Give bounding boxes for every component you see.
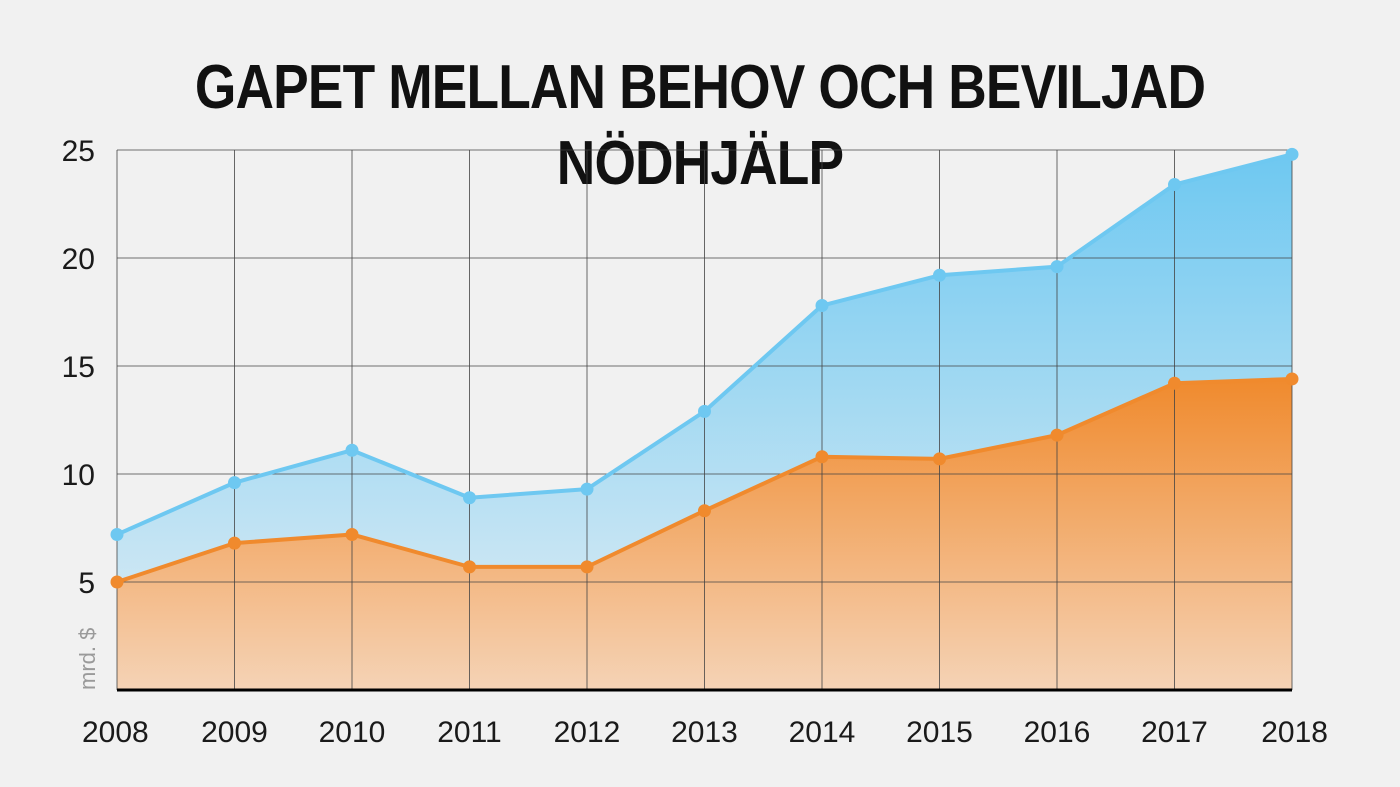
chart-title: GAPET MELLAN BEHOV OCH BEVILJAD NÖDHJÄLP <box>194 53 1206 198</box>
series-0-point <box>463 491 476 505</box>
series-1-point <box>815 450 829 464</box>
series-0-point <box>110 527 124 541</box>
x-tick-label: 2017 <box>1141 716 1208 749</box>
series-1-point <box>110 575 124 589</box>
x-tick-label: 2009 <box>201 716 268 749</box>
x-tick-label: 2010 <box>319 716 386 749</box>
y-tick-label: 15 <box>62 351 95 384</box>
series-0-point <box>698 404 711 418</box>
y-tick-label: 10 <box>62 459 95 492</box>
series-0-point <box>1168 178 1181 192</box>
series-0-point <box>580 482 594 496</box>
series-1-point <box>1285 372 1299 386</box>
series-1-point <box>463 560 476 574</box>
grid-layer <box>116 149 1293 690</box>
x-tick-label: 2011 <box>437 716 502 749</box>
y-tick-label: 25 <box>62 135 95 168</box>
x-tick-label: 2014 <box>789 716 856 749</box>
points-layer <box>110 147 1299 589</box>
series-1-point <box>698 504 711 518</box>
labels-layer: 5 10 15 20 25 2008 2009 2010 2011 2012 2013 2014 201… <box>62 135 1328 749</box>
series-0-point <box>345 443 359 457</box>
y-tick-label: 20 <box>62 243 95 276</box>
series-1-point <box>933 452 946 466</box>
series-1-point <box>580 560 594 574</box>
x-tick-label: 2008 <box>82 716 149 749</box>
x-tick-label: 2013 <box>671 716 738 749</box>
series-0-point <box>933 268 946 282</box>
x-tick-label: 2018 <box>1261 716 1328 749</box>
series-1-point <box>1050 428 1064 442</box>
y-axis-unit-label: mrd. $ <box>75 628 100 690</box>
series-0-point <box>1050 260 1064 274</box>
x-tick-label: 2015 <box>906 716 973 749</box>
y-tick-label: 5 <box>78 567 95 600</box>
x-tick-label: 2016 <box>1024 716 1091 749</box>
series-0-point <box>228 476 241 490</box>
series-1-point <box>228 536 241 550</box>
series-1-point <box>345 527 359 541</box>
series-1-point <box>1168 376 1181 390</box>
series-0-point <box>1285 147 1299 161</box>
series-0-point <box>815 299 829 313</box>
x-tick-label: 2012 <box>554 716 621 749</box>
